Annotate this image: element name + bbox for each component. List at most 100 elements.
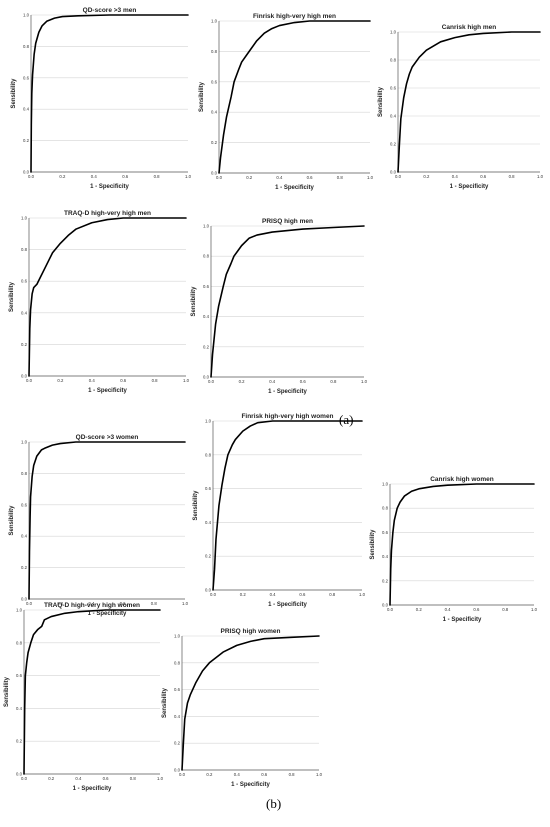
x-tick-label: 0.0	[208, 379, 215, 384]
y-tick-label: 0.8	[203, 254, 210, 259]
chart-title: PRISQ high men	[262, 218, 313, 225]
y-tick-label: 0.4	[174, 714, 181, 719]
x-axis-label: 1 - Specificity	[443, 617, 482, 623]
y-tick-label: 0.6	[205, 486, 212, 491]
x-tick-label: 0.8	[130, 776, 137, 781]
y-tick-label: 0.6	[211, 79, 218, 84]
x-tick-label: 1.0	[157, 776, 164, 781]
y-tick-label: 0.6	[390, 86, 397, 91]
chart-title: QD-score >3 women	[76, 434, 139, 441]
chart-title: Canrisk high women	[430, 476, 494, 483]
y-tick-label: 0.2	[211, 140, 218, 145]
chart-title: Finrisk high-very high men	[253, 13, 336, 20]
panel-label-b: (b)	[266, 796, 282, 811]
y-tick-label: 0.0	[21, 597, 28, 602]
y-tick-label: 1.0	[21, 440, 28, 445]
roc-panel-qd_women: 0.00.20.40.60.81.00.0 0.2 0.4 0.6 0.8 1.0QD-s…	[9, 434, 189, 617]
x-tick-label: 0.4	[452, 174, 459, 179]
x-tick-label: 1.0	[531, 607, 538, 612]
y-tick-label: 0.2	[390, 142, 397, 147]
x-tick-label: 0.6	[299, 592, 306, 597]
y-axis-label: Sensibility	[4, 676, 10, 707]
chart-title: QD-score >3 men	[83, 7, 137, 14]
roc-curve-line	[181, 635, 320, 771]
y-tick-label: 0.6	[21, 279, 28, 284]
x-axis-label: 1 - Specificity	[231, 782, 270, 788]
x-tick-label: 1.0	[367, 175, 374, 180]
y-tick-label: 0.0	[390, 170, 397, 175]
x-tick-label: 0.2	[57, 378, 64, 383]
y-tick-label: 1.0	[205, 419, 212, 424]
y-tick-label: 0.4	[382, 554, 389, 559]
x-tick-label: 0.8	[289, 772, 296, 777]
y-tick-label: 0.2	[21, 342, 28, 347]
y-tick-label: 0.2	[203, 344, 210, 349]
x-tick-label: 0.0	[179, 772, 186, 777]
x-tick-label: 0.6	[103, 776, 110, 781]
x-tick-label: 0.8	[337, 175, 344, 180]
x-tick-label: 0.6	[122, 174, 129, 179]
roc-curve-line	[23, 609, 161, 775]
chart-title: Canrisk high men	[442, 24, 497, 31]
x-tick-label: 0.0	[26, 601, 33, 606]
y-tick-label: 0.2	[21, 565, 28, 570]
y-tick-label: 0.6	[21, 502, 28, 507]
x-tick-label: 0.6	[120, 601, 127, 606]
y-tick-label: 1.0	[211, 19, 218, 24]
y-axis-label: Sensibility	[9, 281, 15, 312]
x-tick-label: 0.4	[234, 772, 241, 777]
y-tick-label: 0.8	[21, 471, 28, 476]
x-tick-label: 1.0	[359, 592, 366, 597]
y-tick-label: 0.4	[16, 706, 23, 711]
y-tick-label: 0.4	[21, 534, 28, 539]
roc-curve-line	[212, 420, 363, 591]
x-tick-label: 1.0	[316, 772, 323, 777]
roc-panel-prisq_men: 0.0 0.2 0.4 0.6 0.8 1.0 0.0 0.2 0.4 0.6 0.8 1.0 PRIS…	[191, 218, 368, 395]
x-tick-label: 0.6	[300, 379, 307, 384]
y-axis-label: Sensibility	[162, 687, 168, 718]
x-tick-label: 0.0	[210, 592, 217, 597]
x-tick-label: 0.8	[330, 379, 337, 384]
y-tick-label: 0.4	[205, 520, 212, 525]
y-tick-label: 0.6	[203, 284, 210, 289]
x-tick-label: 0.4	[269, 379, 276, 384]
x-axis-label: 1 - Specificity	[268, 602, 307, 608]
roc-panel-traqd_men: 0.0 0.2 0.4 0.6 0.8 1.0 0.0 0.2 0.4 0.6 0.8 1.0 TRAQ…	[9, 210, 190, 394]
x-tick-label: 0.0	[216, 175, 223, 180]
y-tick-label: 1.0	[203, 224, 210, 229]
x-tick-label: 0.4	[89, 378, 96, 383]
y-tick-label: 0.6	[174, 687, 181, 692]
x-tick-label: 0.4	[276, 175, 283, 180]
y-tick-label: 0.0	[211, 171, 218, 176]
y-tick-label: 0.8	[23, 44, 30, 49]
x-tick-label: 0.6	[307, 175, 314, 180]
x-tick-label: 0.0	[395, 174, 402, 179]
y-tick-label: 0.6	[16, 673, 23, 678]
chart-title: TRAQ-D high-very high men	[64, 210, 151, 217]
chart-title: TRAQ-D high-very high women	[44, 602, 140, 609]
y-axis-label: Sensibility	[199, 81, 205, 112]
chart-title: Finrisk high-very high women	[241, 413, 333, 420]
y-tick-label: 0.4	[203, 314, 210, 319]
y-axis-label: Sensibility	[191, 286, 197, 317]
y-tick-label: 0.8	[390, 58, 397, 63]
x-tick-label: 0.0	[387, 607, 394, 612]
x-tick-label: 0.4	[445, 607, 452, 612]
y-tick-label: 0.6	[382, 530, 389, 535]
y-tick-label: 0.4	[211, 110, 218, 115]
x-tick-label: 0.8	[509, 174, 516, 179]
y-tick-label: 0.4	[23, 107, 30, 112]
y-axis-label: Sensibility	[11, 78, 17, 109]
roc-curve-line	[30, 14, 189, 173]
roc-curve-line	[218, 20, 371, 174]
y-tick-label: 0.0	[382, 603, 389, 608]
y-tick-label: 1.0	[390, 30, 397, 35]
roc-curve-line	[397, 31, 541, 173]
x-tick-label: 1.0	[537, 174, 544, 179]
y-tick-label: 0.2	[205, 554, 212, 559]
y-axis-label: Sensibility	[193, 490, 199, 521]
panel-label-a: (a)	[339, 412, 354, 427]
y-tick-label: 0.2	[174, 741, 181, 746]
